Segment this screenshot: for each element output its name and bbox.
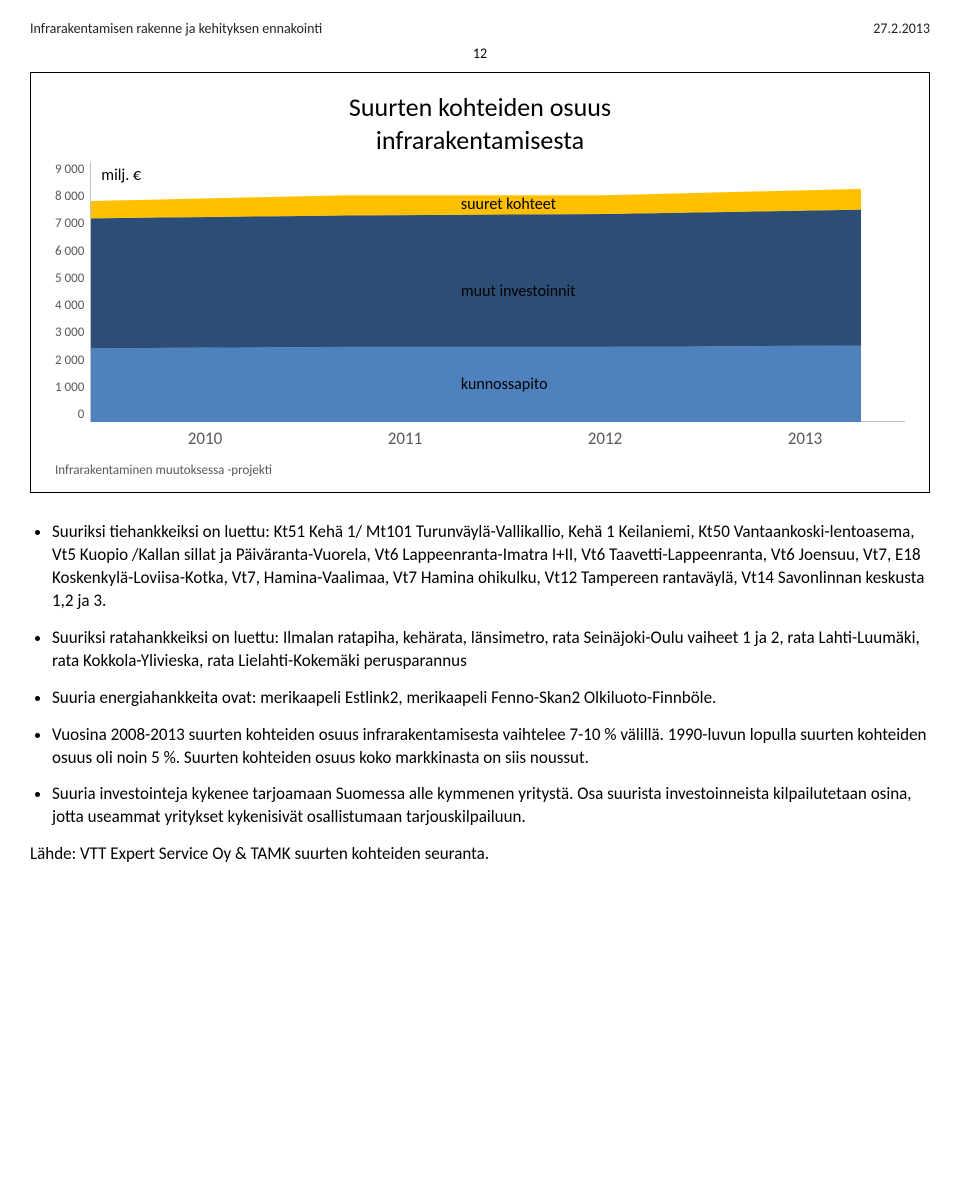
chart-container: Suurten kohteiden osuus infrarakentamise… xyxy=(30,72,930,493)
y-tick: 7 000 xyxy=(55,216,84,231)
y-axis: 9 000 8 000 7 000 6 000 5 000 4 000 3 000 2 000… xyxy=(55,162,90,422)
bullet-item: Vuosina 2008-2013 suurten kohteiden osuu… xyxy=(52,724,930,770)
unit-label: milj. € xyxy=(101,166,141,185)
y-tick: 3 000 xyxy=(55,325,84,340)
y-tick: 5 000 xyxy=(55,271,84,286)
y-tick: 4 000 xyxy=(55,298,84,313)
header-date: 27.2.2013 xyxy=(873,20,930,37)
bullet-item: Suuriksi ratahankkeiksi on luettu: Ilmal… xyxy=(52,627,930,673)
chart-footer: Infrarakentaminen muutoksessa -projekti xyxy=(55,463,905,478)
series-label: suuret kohteet xyxy=(461,195,556,214)
chart-plot-area: milj. € kunnossapito muut investoinnit suu… xyxy=(90,162,905,422)
series-label: kunnossapito xyxy=(461,375,548,394)
source-line: Lähde: VTT Expert Service Oy & TAMK suur… xyxy=(30,843,930,864)
area-muut-investoinnit xyxy=(91,210,861,349)
x-tick: 2011 xyxy=(388,428,422,449)
x-tick: 2010 xyxy=(188,428,222,449)
x-axis: 2010 2011 2012 2013 xyxy=(105,428,905,449)
x-tick: 2012 xyxy=(588,428,622,449)
series-label: muut investoinnit xyxy=(461,282,576,301)
page-number: 12 xyxy=(30,45,930,62)
chart-title: Suurten kohteiden osuus infrarakentamise… xyxy=(55,91,905,156)
x-tick: 2013 xyxy=(788,428,822,449)
bullet-item: Suuriksi tiehankkeiksi on luettu: Kt51 K… xyxy=(52,521,930,613)
y-tick: 8 000 xyxy=(55,189,84,204)
y-tick: 0 xyxy=(78,407,85,422)
y-tick: 1 000 xyxy=(55,380,84,395)
bullet-item: Suuria investointeja kykenee tarjoamaan … xyxy=(52,783,930,829)
y-tick: 2 000 xyxy=(55,353,84,368)
y-tick: 6 000 xyxy=(55,244,84,259)
bullet-list: Suuriksi tiehankkeiksi on luettu: Kt51 K… xyxy=(30,521,930,829)
y-tick: 9 000 xyxy=(55,162,84,177)
chart-title-line1: Suurten kohteiden osuus xyxy=(349,91,611,123)
bullet-item: Suuria energiahankkeita ovat: merikaapel… xyxy=(52,687,930,710)
chart-title-line2: infrarakentamisesta xyxy=(376,124,584,156)
header-left: Infrarakentamisen rakenne ja kehityksen … xyxy=(30,20,322,37)
